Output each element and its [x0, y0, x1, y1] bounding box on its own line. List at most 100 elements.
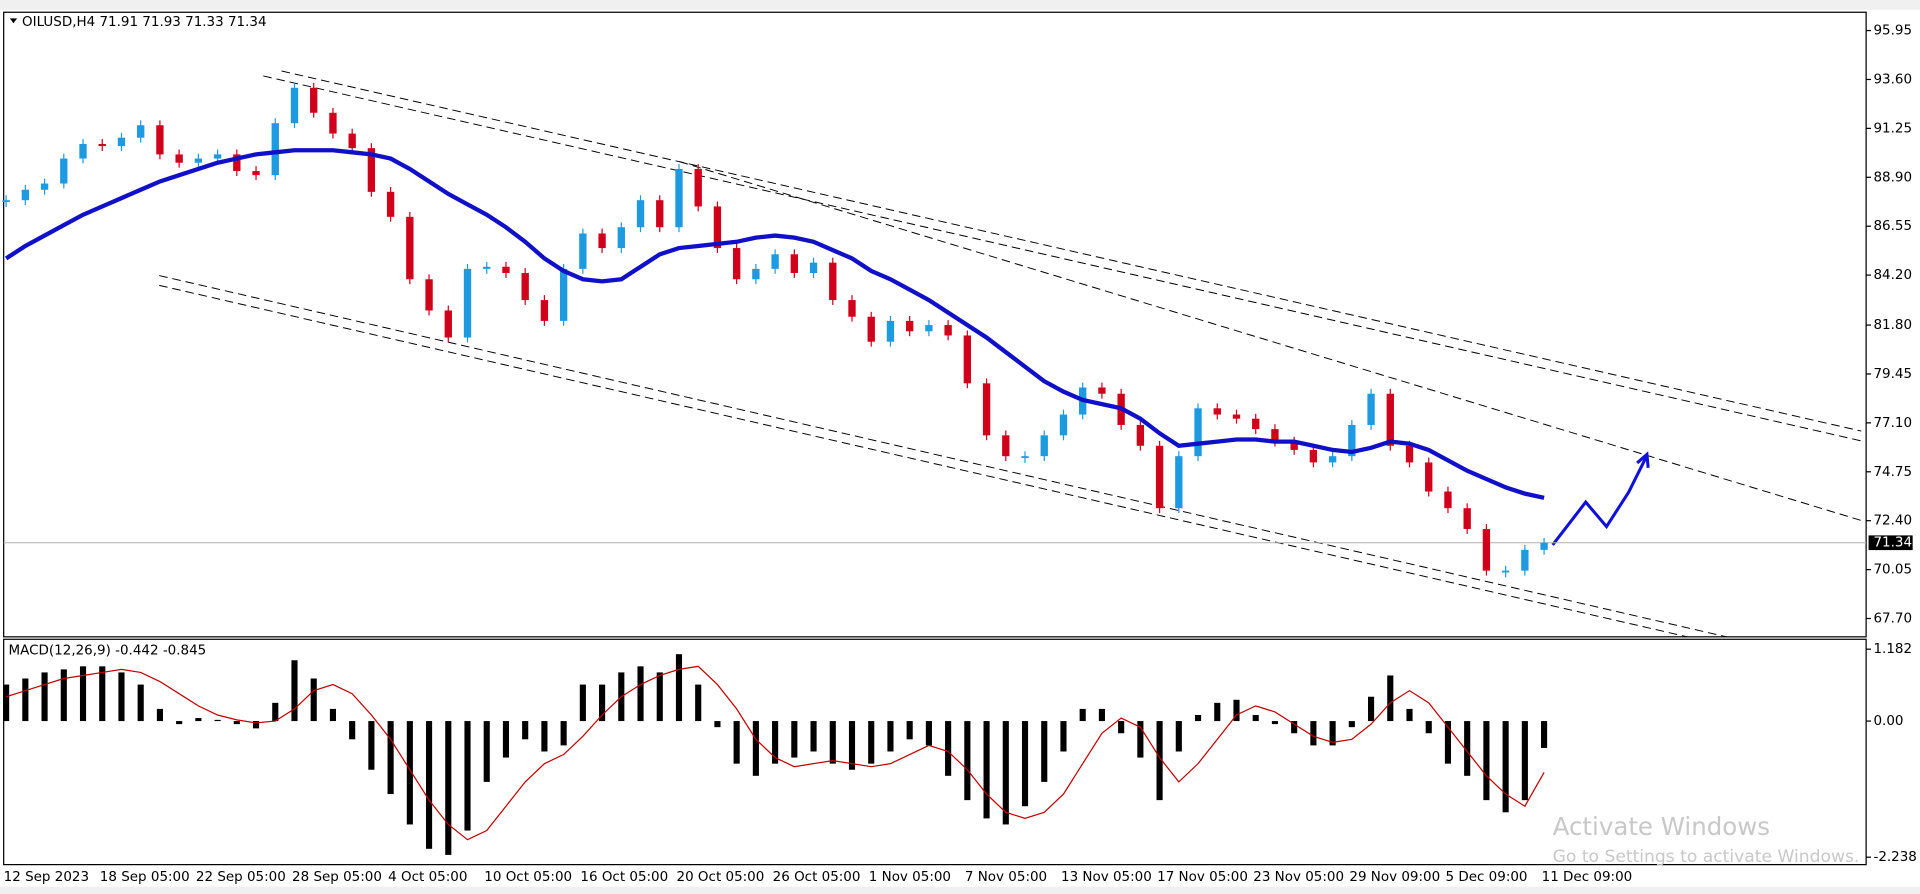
candle [694, 168, 702, 207]
histogram-bar [1233, 699, 1240, 722]
histogram-bar [329, 708, 336, 722]
candle [117, 137, 126, 147]
histogram-bar [252, 721, 260, 729]
histogram-bar [349, 721, 356, 740]
candle [1328, 456, 1337, 463]
candle [271, 123, 279, 176]
candle [848, 300, 856, 317]
histogram-bar [118, 672, 125, 722]
y-tick-label: 67.70 [1873, 611, 1912, 627]
candle [463, 268, 472, 338]
candle [1213, 408, 1221, 415]
histogram-bar [99, 666, 106, 722]
histogram-bar [1156, 721, 1163, 801]
histogram-bar [1348, 721, 1355, 728]
candle [1367, 393, 1375, 425]
histogram-bar [176, 721, 183, 725]
forecast-path [1551, 454, 1649, 546]
histogram-bar [1194, 714, 1202, 722]
trend-lines [159, 70, 1862, 638]
x-tick-label: 23 Nov 05:00 [1253, 869, 1344, 885]
histogram-bar [964, 721, 971, 801]
macd-panel [3, 638, 1867, 866]
histogram-bar [887, 721, 894, 752]
y-tick-label: -2.238 [1873, 849, 1916, 865]
candle [1290, 441, 1298, 450]
histogram-bar [733, 721, 740, 764]
trend-line [263, 75, 1862, 442]
candle [425, 279, 433, 311]
candle [194, 158, 203, 163]
histogram-bar [656, 672, 663, 722]
candle [1501, 570, 1510, 573]
histogram-bar [137, 684, 144, 722]
x-tick-label: 7 Nov 05:00 [965, 869, 1047, 885]
price-label: 71.34 [1873, 535, 1912, 551]
histogram-bar [310, 678, 317, 722]
histogram-bar [406, 721, 413, 825]
x-tick-label: 5 Dec 09:00 [1446, 869, 1528, 885]
histogram-bar [1214, 702, 1221, 722]
watermark-title: Activate Windows [1553, 812, 1770, 841]
histogram-bar [387, 721, 394, 795]
histogram-bar [599, 684, 606, 722]
candle [1482, 529, 1491, 571]
x-tick-label: 4 Oct 05:00 [388, 869, 467, 885]
trend-line [679, 161, 1862, 521]
candle [521, 273, 529, 301]
y-tick-label: 86.55 [1873, 218, 1912, 234]
histogram-bar [368, 721, 375, 770]
histogram-bar [1502, 721, 1509, 813]
histogram-bar [983, 721, 990, 819]
histogram-bar [945, 721, 952, 776]
candle [290, 87, 299, 124]
forecast-arrow [1551, 451, 1650, 546]
candle [1194, 408, 1202, 457]
candle [559, 268, 568, 321]
histogram-bar [1041, 721, 1048, 782]
candle [60, 158, 68, 184]
y-tick-label: 79.45 [1873, 366, 1912, 382]
candle [598, 233, 606, 249]
histogram-bar [637, 666, 644, 722]
candle [386, 191, 395, 217]
candle [175, 154, 183, 163]
histogram-bar [772, 721, 779, 764]
candle [617, 227, 625, 249]
moving-average [4, 148, 1545, 500]
candle [1386, 393, 1394, 446]
histogram-bar [791, 721, 798, 758]
candle [233, 154, 241, 172]
candle [1002, 435, 1010, 457]
candle [1540, 542, 1548, 550]
histogram-bar [233, 721, 240, 725]
histogram-bar [925, 721, 932, 746]
x-tick-label: 22 Sep 05:00 [196, 869, 286, 885]
candle [636, 200, 645, 228]
y-tick-label: 74.75 [1873, 464, 1912, 480]
candle [1136, 424, 1145, 446]
x-tick-label: 1 Nov 05:00 [869, 869, 951, 885]
candle [732, 248, 741, 280]
histogram-bar [1521, 721, 1528, 801]
trend-line [159, 284, 1688, 638]
histogram-bar [906, 721, 913, 740]
macd-title: MACD(12,26,9) -0.442 -0.845 [9, 642, 207, 658]
histogram-bar [1098, 708, 1105, 722]
histogram-bar [156, 708, 163, 722]
histogram-bar [829, 721, 836, 764]
histogram-bar [1137, 721, 1144, 758]
candle [713, 206, 722, 249]
histogram-bar [522, 721, 529, 740]
histogram-bar [560, 721, 567, 746]
histogram-bar [810, 721, 817, 752]
candle [156, 125, 164, 155]
x-tick-label: 20 Oct 05:00 [677, 869, 765, 885]
candle [79, 143, 87, 159]
histogram-bar [1175, 721, 1182, 752]
histogram-bar [1021, 721, 1029, 807]
histogram-bar [483, 721, 490, 782]
candle [502, 266, 510, 274]
x-tick-label: 18 Sep 05:00 [100, 869, 190, 885]
histogram-bar [1291, 721, 1298, 734]
